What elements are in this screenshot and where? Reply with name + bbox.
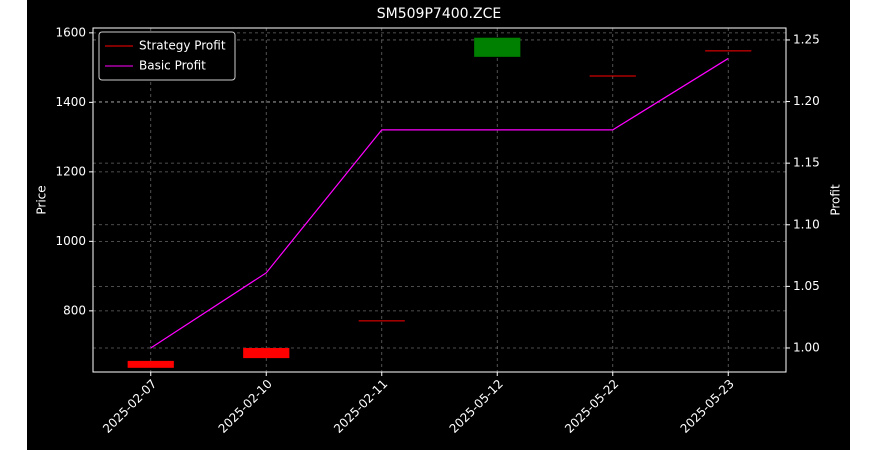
y-tick-label: 1000 bbox=[55, 234, 86, 248]
y2-tick-label: 1.00 bbox=[793, 340, 820, 354]
chart-title: SM509P7400.ZCE bbox=[377, 6, 501, 22]
y-tick-label: 1600 bbox=[55, 25, 86, 39]
y-tick-label: 1200 bbox=[55, 164, 86, 178]
legend-box bbox=[98, 31, 236, 81]
y-tick-label: 800 bbox=[63, 303, 86, 317]
legend-label: Strategy Profit bbox=[139, 39, 226, 53]
candle-body bbox=[243, 348, 290, 359]
y2-tick-label: 1.10 bbox=[793, 217, 820, 231]
candle-body bbox=[127, 360, 174, 368]
y-tick-label: 1400 bbox=[55, 95, 86, 109]
y2-tick-label: 1.05 bbox=[793, 279, 820, 293]
candle-body bbox=[474, 37, 521, 57]
line-series bbox=[150, 57, 729, 349]
plot-frame bbox=[92, 27, 787, 373]
legend-label: Basic Profit bbox=[139, 59, 206, 73]
y2-tick-label: 1.20 bbox=[793, 94, 820, 108]
y-axis-label: Price bbox=[35, 185, 49, 214]
y2-tick-label: 1.25 bbox=[793, 32, 820, 46]
y2-axis-label: Profit bbox=[829, 184, 843, 216]
y2-tick-label: 1.15 bbox=[793, 156, 820, 170]
